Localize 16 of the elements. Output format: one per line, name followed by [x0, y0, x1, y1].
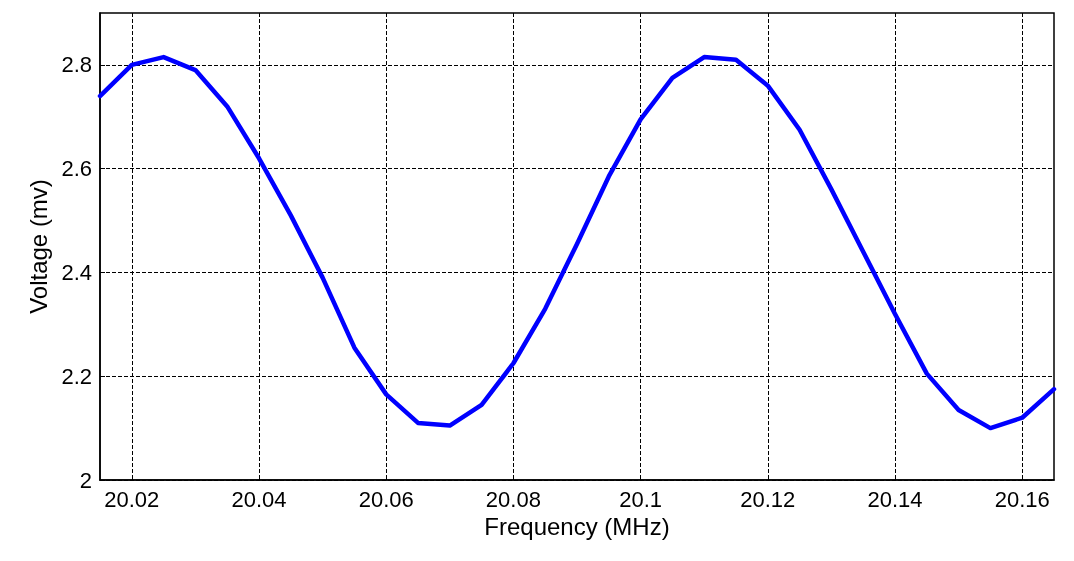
y-tick-label: 2.6: [61, 156, 92, 182]
y-tick-label: 2.2: [61, 363, 92, 389]
x-tick-label: 20.16: [994, 486, 1050, 512]
x-tick-label: 20.12: [740, 486, 796, 512]
y-tick-label: 2.8: [61, 52, 92, 78]
x-axis-title: Frequency (MHz): [484, 513, 670, 541]
x-tick-label: 20.06: [358, 486, 414, 512]
y-tick-label: 2: [79, 467, 92, 493]
x-tick-label: 20.04: [231, 486, 287, 512]
x-tick-label: 20.1: [619, 486, 663, 512]
x-tick-label: 20.08: [485, 486, 541, 512]
x-tick-label: 20.02: [104, 486, 160, 512]
line-series: [97, 54, 1057, 431]
y-axis-title: Voltage (mv): [25, 179, 53, 314]
y-tick-label: 2.4: [61, 259, 92, 285]
x-tick-label: 20.14: [867, 486, 923, 512]
